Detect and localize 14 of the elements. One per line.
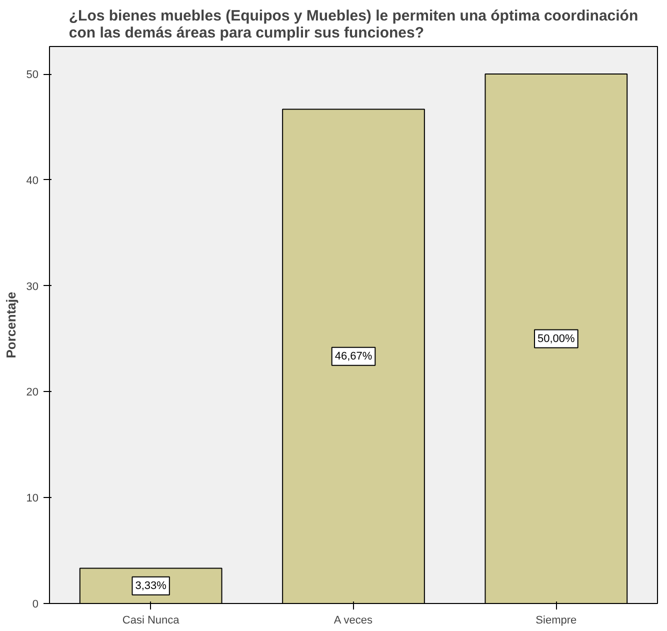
y-tick-label: 10 — [26, 492, 39, 505]
data-label: 46,67% — [334, 350, 372, 362]
y-tick-label: 30 — [26, 280, 39, 293]
y-tick-label: 20 — [26, 386, 39, 399]
x-tick-label: Siempre — [536, 614, 577, 626]
y-tick-label: 40 — [26, 174, 39, 187]
chart-title: ¿Los bienes muebles (Equipos y Muebles) le permiten una óptima coordinación con las demás áreas para cumplir sus funciones? — [68, 8, 638, 42]
y-tick-label: 50 — [26, 69, 39, 82]
y-axis-title: Porcentaje — [3, 292, 18, 358]
data-label: 50,00% — [538, 332, 576, 345]
data-label: 3,33% — [135, 580, 167, 592]
y-tick-label: 0 — [32, 598, 39, 610]
x-tick-label: Casi Nunca — [122, 614, 180, 626]
x-tick-label: A veces — [334, 614, 373, 626]
